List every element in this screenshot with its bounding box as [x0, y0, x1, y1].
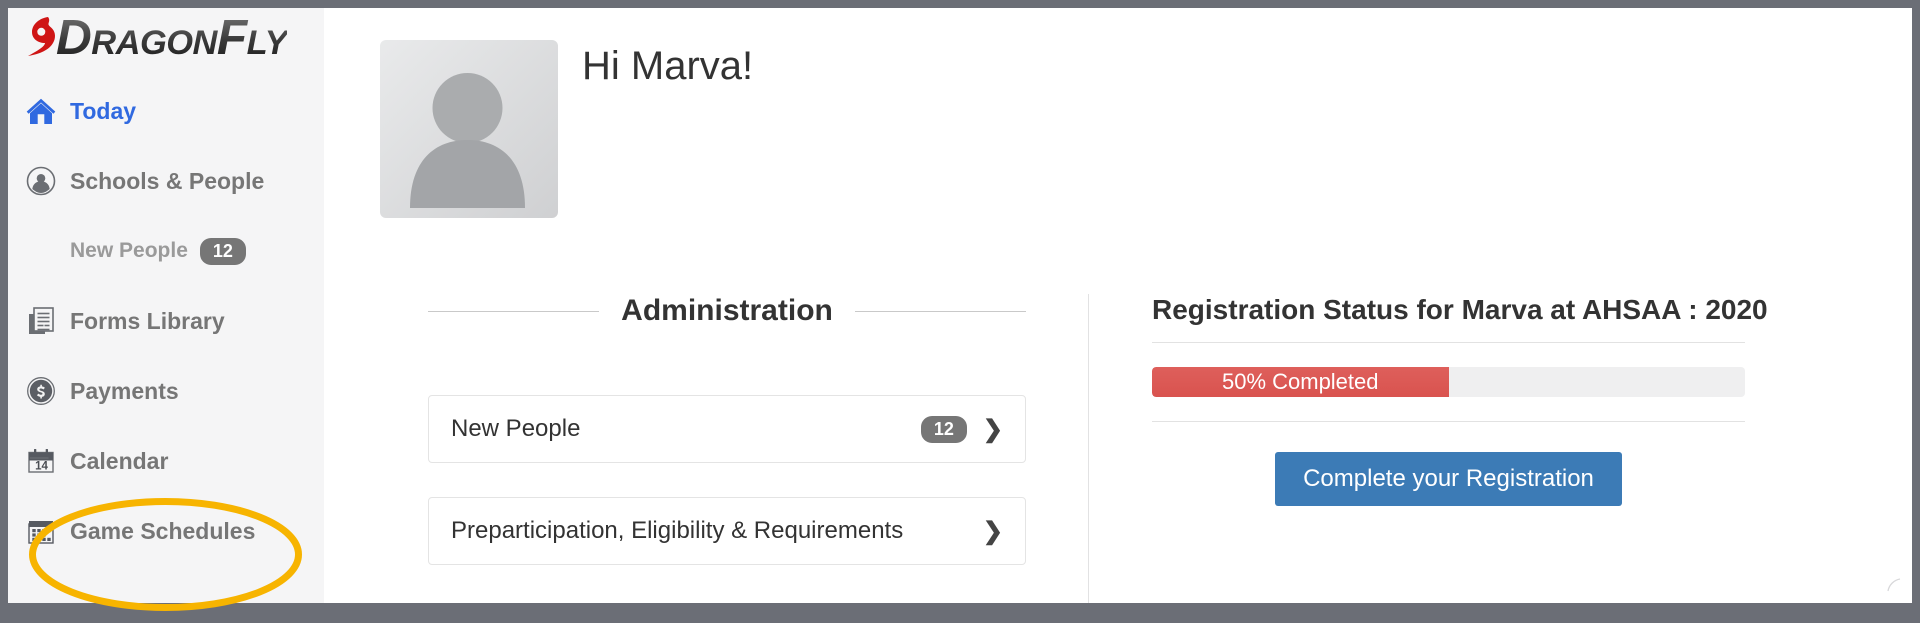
svg-text:14: 14	[35, 460, 48, 472]
